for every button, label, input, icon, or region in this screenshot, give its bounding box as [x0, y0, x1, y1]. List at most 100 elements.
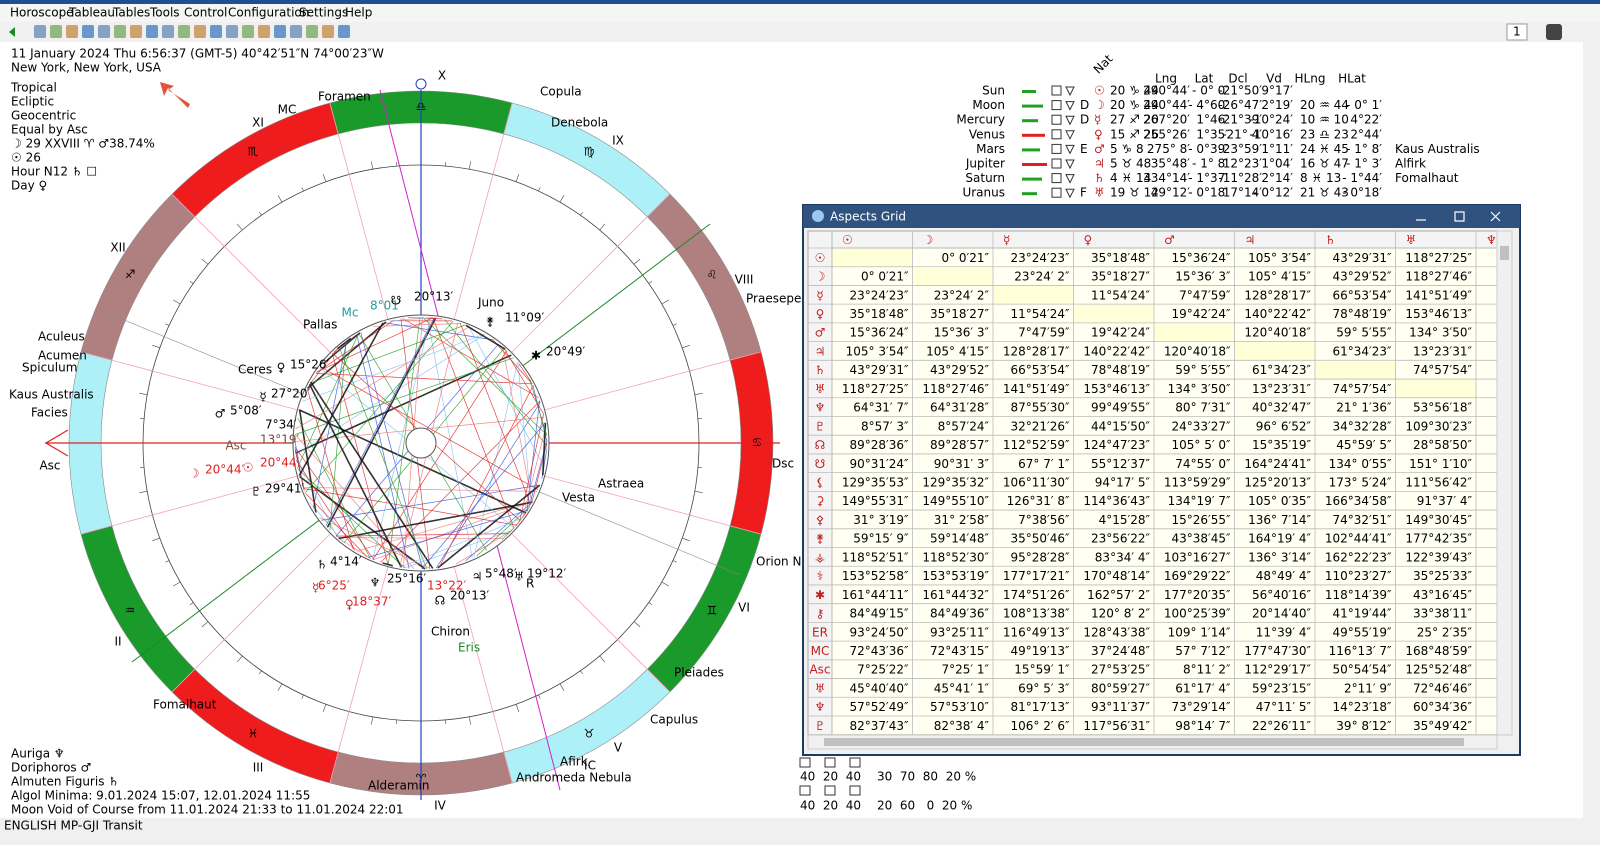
point-label: ☋: [391, 294, 402, 308]
tool-icon[interactable]: [178, 25, 190, 38]
star-label: Acumen: [38, 349, 87, 363]
tool-icon[interactable]: [130, 25, 142, 38]
point-label: Pallas: [303, 318, 337, 332]
point-label: R: [526, 577, 534, 591]
planet-cell: 1°35′: [1196, 127, 1228, 141]
grid-cell: 48°49′ 4″: [1256, 569, 1312, 583]
grid-cell: 23°24′23″: [1010, 251, 1070, 265]
tool-icon[interactable]: [226, 25, 238, 38]
page-number: 1: [1513, 25, 1521, 39]
grid-cell: 4°15′28″: [1099, 513, 1151, 527]
tool-icon[interactable]: [322, 25, 334, 38]
stat-icon: [849, 785, 861, 796]
point-label: 20°44′: [260, 456, 300, 470]
page-box[interactable]: [1506, 23, 1528, 41]
tool-icon[interactable]: [338, 25, 350, 38]
planet-cell: 1°04′: [1261, 157, 1293, 171]
col-header: HLng: [1295, 72, 1326, 86]
grid-hthumb[interactable]: [824, 738, 1464, 746]
star-label: Pleiades: [674, 666, 724, 680]
point-label: ♆: [370, 576, 381, 590]
grid-cell: 59°14′48″: [930, 532, 990, 546]
degree-tick: [139, 393, 148, 396]
point-label: 5°08′: [230, 404, 262, 418]
info-line: ☽ 29 XXVIII ♈ ♂38.74%: [11, 137, 155, 151]
grid-cell: 15°59′ 1″: [1014, 663, 1070, 677]
degree-tick: [201, 258, 209, 265]
grid-cell: 43°29′31″: [1332, 251, 1392, 265]
aspect-line: [402, 318, 539, 398]
tool-icon[interactable]: [258, 25, 270, 38]
tool-icon[interactable]: [66, 25, 78, 38]
tool-icon[interactable]: [290, 25, 302, 38]
cusp-line: [544, 351, 762, 411]
grid-cell: 59° 5′55″: [1175, 363, 1231, 377]
grid-cell: 35°18′48″: [1091, 251, 1151, 265]
tool-icon[interactable]: [162, 25, 174, 38]
scrollbar[interactable]: [1583, 42, 1600, 818]
tool-icon[interactable]: [274, 25, 286, 38]
tool-icon[interactable]: [210, 25, 222, 38]
grid-cell: 83°34′ 4″: [1095, 550, 1151, 564]
planet-cell: - 4°60′: [1188, 98, 1228, 112]
tool-icon[interactable]: [34, 25, 46, 38]
planet-cell: 16 ♉ 47: [1300, 157, 1349, 171]
planet-name: Moon: [972, 98, 1005, 112]
tool-icon[interactable]: [50, 25, 62, 38]
grid-row-header: ♃: [815, 344, 826, 358]
aspect-line: [459, 323, 532, 505]
aspect-line: [436, 402, 541, 569]
window-button[interactable]: [1454, 211, 1465, 222]
tool-icon[interactable]: [1546, 24, 1562, 40]
cusp-line: [544, 475, 762, 535]
house-label: IX: [612, 134, 624, 148]
tool-icon[interactable]: [98, 25, 110, 38]
grid-cell: 93°25′11″: [930, 625, 990, 639]
planet-cell: -10°16′: [1249, 127, 1293, 141]
house-label: XII: [110, 241, 125, 255]
tool-icon[interactable]: [114, 25, 126, 38]
grid-row-header: ☉: [815, 251, 826, 265]
back-arrow[interactable]: [9, 27, 15, 37]
planet-glyph: ☽: [1094, 98, 1105, 112]
planet-flag: F: [1080, 186, 1087, 200]
grid-cell: 74°57′54″: [1332, 382, 1392, 396]
window-button[interactable]: [1490, 211, 1501, 222]
aspect-line: [476, 506, 530, 557]
grid-row-header: ♅: [815, 681, 826, 695]
stat-icon: [849, 757, 861, 768]
grid-cell: 24°33′27″: [1171, 419, 1231, 433]
grid-cell: 140°22′42″: [1244, 307, 1311, 321]
grid-col-header: ♀: [1084, 233, 1093, 247]
degree-tick: [201, 621, 209, 628]
grid-vthumb[interactable]: [1500, 246, 1509, 260]
grid-cell: 7°38′56″: [1018, 513, 1070, 527]
grid-cell: 153°53′19″: [922, 569, 989, 583]
grid-cell: 78°48′19″: [1091, 363, 1151, 377]
sign-glyph: ♏: [248, 145, 259, 159]
grid-cell: 118°14′39″: [1325, 588, 1392, 602]
aspect-line: [367, 510, 528, 558]
tool-icon[interactable]: [82, 25, 94, 38]
menu-bar: [0, 4, 1600, 22]
grid-cell: 84°49′36″: [930, 607, 990, 621]
grid-diagonal: [832, 248, 912, 267]
aspect-line: [295, 326, 470, 430]
sign-glyph: ♊: [707, 604, 718, 618]
grid-cell: 149°30′45″: [1405, 513, 1472, 527]
tool-icon[interactable]: [306, 25, 318, 38]
footer-line: Auriga ♆: [11, 747, 65, 761]
grid-cell: 39° 8′12″: [1336, 719, 1392, 733]
grid-vscroll[interactable]: [1496, 230, 1513, 736]
tool-icon[interactable]: [242, 25, 254, 38]
grid-cell: 105° 0′35″: [1248, 494, 1311, 508]
grid-cell: 8°11′ 2″: [1183, 663, 1231, 677]
status-box: [1051, 173, 1062, 184]
sign-glyph: ♒: [125, 604, 136, 618]
grid-cell: 174°51′26″: [1003, 588, 1070, 602]
grid-cell: 112°29′17″: [1244, 663, 1311, 677]
tool-icon[interactable]: [194, 25, 206, 38]
degree-tick: [468, 716, 471, 725]
tool-icon[interactable]: [146, 25, 158, 38]
